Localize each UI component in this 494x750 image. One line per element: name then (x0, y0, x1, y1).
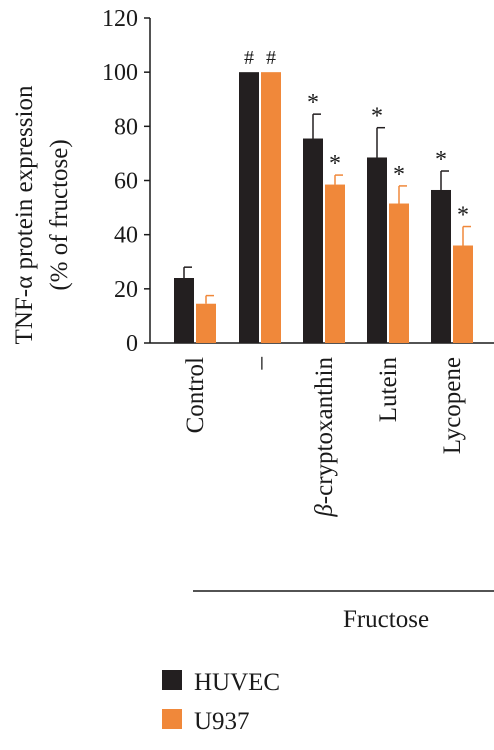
bar-u937-1 (261, 72, 281, 344)
y-tick-label: 40 (114, 223, 138, 249)
marker-u937-3: * (393, 162, 405, 188)
y-axis-title-line1: TNF-α protein expression (11, 85, 38, 344)
marker-u937-4: * (457, 203, 469, 229)
x-axis-labels: Control – β-cryptoxanthin Lutein Lycopene (182, 357, 466, 518)
legend-label-u937: U937 (194, 708, 250, 735)
y-tick-label: 80 (114, 114, 138, 140)
y-tick-label: 60 (114, 169, 138, 195)
marker-u937-1: # (266, 47, 276, 69)
fructose-group-label: Fructose (343, 606, 429, 633)
y-tick-label: 0 (126, 331, 138, 357)
significance-markers: # * * * # * * * (244, 47, 469, 228)
y-tick-label: 120 (102, 6, 138, 32)
bar-u937-2 (325, 184, 345, 343)
x-category-label-4: Lycopene (439, 357, 466, 454)
bar-u937-3 (389, 203, 409, 343)
marker-u937-2: * (329, 151, 341, 177)
y-tick-label: 100 (102, 60, 138, 86)
y-axis-title-line2: (% of fructose) (46, 139, 73, 290)
y-axis: 0 20 40 60 80 100 120 (102, 6, 494, 357)
x-category-label-0: Control (182, 357, 209, 433)
bar-u937-0 (196, 303, 216, 343)
legend-swatch-huvec (162, 670, 182, 690)
legend-label-huvec: HUVEC (194, 669, 280, 696)
bars (174, 72, 473, 344)
marker-huvec-4: * (435, 147, 447, 173)
x-category-label-1: – (247, 357, 274, 371)
error-bars (183, 113, 471, 304)
marker-huvec-3: * (371, 104, 383, 130)
legend: HUVEC U937 (162, 669, 280, 735)
x-category-label-3: Lutein (375, 357, 402, 423)
bar-huvec-0 (174, 278, 194, 343)
x-category-label-2: β-cryptoxanthin (311, 357, 338, 518)
marker-huvec-1: # (244, 47, 254, 69)
bar-huvec-4 (431, 189, 451, 343)
bar-huvec-1 (239, 72, 259, 344)
y-tick-label: 20 (114, 277, 138, 303)
bar-u937-4 (453, 245, 473, 343)
bar-huvec-3 (367, 157, 387, 343)
marker-huvec-2: * (307, 90, 319, 116)
bar-huvec-2 (303, 138, 323, 343)
legend-swatch-u937 (162, 709, 182, 729)
